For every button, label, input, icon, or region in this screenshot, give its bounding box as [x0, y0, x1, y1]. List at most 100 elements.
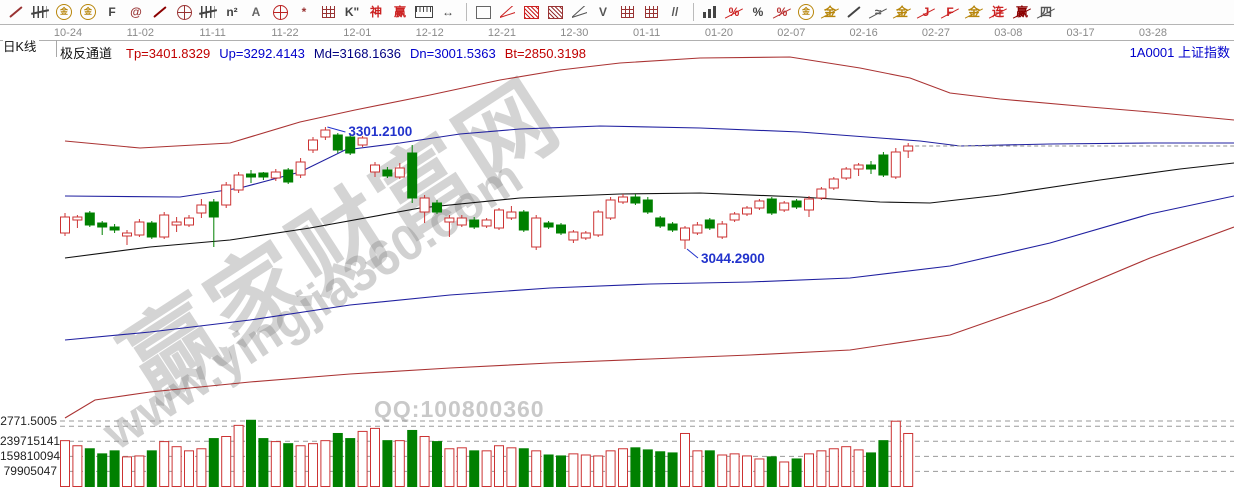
volume-bar[interactable] [766, 456, 777, 487]
candle-body[interactable] [618, 196, 628, 203]
volume-bar[interactable] [605, 450, 616, 488]
volume-bar[interactable] [866, 452, 876, 488]
volume-bar[interactable] [246, 419, 256, 488]
volume-bar[interactable] [642, 449, 653, 488]
candle-body[interactable] [357, 137, 368, 146]
volume-bar[interactable] [680, 432, 690, 488]
gold-slash-icon[interactable]: 金 [890, 2, 914, 23]
volume-bar[interactable] [122, 456, 132, 487]
candle-body[interactable] [630, 196, 641, 204]
gold-coin-icon[interactable]: 金 [52, 2, 76, 23]
volume-bar[interactable] [345, 438, 356, 487]
candle-body[interactable] [109, 226, 120, 231]
candle-body[interactable] [208, 201, 219, 218]
volume-bar[interactable] [878, 440, 889, 487]
lian-slash-icon[interactable]: 连 [986, 2, 1010, 23]
candle-body[interactable] [196, 204, 207, 214]
gold-coin2-icon[interactable]: 金 [76, 2, 100, 23]
candle-body[interactable] [134, 221, 145, 236]
ruler-icon[interactable] [412, 2, 436, 23]
candle-body[interactable] [419, 197, 430, 213]
n-squared-icon[interactable]: n² [226, 5, 238, 19]
tally-lines-icon[interactable] [28, 2, 52, 23]
candle-body[interactable] [456, 217, 467, 226]
candle-body[interactable] [146, 222, 157, 238]
candle-body[interactable] [580, 232, 591, 239]
volume-bar[interactable] [196, 448, 207, 488]
candle-body[interactable] [72, 216, 83, 221]
candle-body[interactable] [667, 223, 678, 231]
volume-bar[interactable] [531, 450, 542, 488]
candle-body[interactable] [320, 129, 331, 138]
candle-body[interactable] [171, 221, 182, 226]
volume-bar[interactable] [481, 450, 492, 488]
volume-bar[interactable] [320, 440, 331, 487]
volume-bar[interactable] [171, 446, 182, 488]
volume-bar[interactable] [543, 454, 554, 488]
candle-body[interactable] [593, 211, 604, 236]
volume-bar[interactable] [270, 441, 281, 487]
candle-body[interactable] [742, 207, 752, 215]
grid-flower-icon[interactable] [316, 2, 340, 23]
volume-bar[interactable] [109, 450, 120, 488]
window-box-icon[interactable] [471, 2, 495, 23]
volume-bar[interactable] [382, 440, 393, 487]
candle-body[interactable] [816, 188, 827, 199]
shen-icon[interactable]: 神 [369, 5, 382, 19]
volume-bar[interactable] [779, 461, 790, 488]
candle-body[interactable] [270, 171, 281, 179]
volume-bar[interactable] [704, 450, 715, 488]
volume-bar[interactable] [580, 454, 591, 488]
volume-bar[interactable] [890, 420, 901, 487]
candle-body[interactable] [394, 167, 405, 178]
quote-icon[interactable]: K" [344, 5, 360, 19]
candle-body[interactable] [494, 209, 504, 229]
candle-body[interactable] [704, 219, 715, 229]
shaded-box2-icon[interactable] [543, 2, 567, 23]
candle-body[interactable] [655, 217, 666, 227]
candle-body[interactable] [518, 211, 529, 231]
volume-bar[interactable] [159, 441, 170, 487]
candle-body[interactable] [841, 168, 852, 179]
volume-bar[interactable] [828, 448, 839, 488]
candle-body[interactable] [283, 169, 294, 183]
volume-bar[interactable] [506, 447, 517, 487]
candle-body[interactable] [568, 231, 579, 241]
candle-body[interactable] [779, 202, 790, 211]
volume-bar[interactable] [407, 429, 418, 487]
volume-bar[interactable] [853, 449, 864, 488]
j-slash-icon[interactable]: J [914, 2, 938, 23]
candle-body[interactable] [481, 219, 492, 227]
volume-bar[interactable] [208, 438, 219, 487]
spiral-icon[interactable]: @ [130, 5, 142, 19]
starburst-icon[interactable]: * [301, 5, 307, 19]
gold-slash2-icon[interactable]: 金 [962, 2, 986, 23]
candle-body[interactable] [97, 222, 108, 228]
candle-body[interactable] [642, 199, 653, 213]
volume-bar[interactable] [754, 458, 765, 487]
percent-lines-icon[interactable]: % [770, 2, 794, 23]
volume-bar[interactable] [283, 443, 294, 487]
candle-body[interactable] [295, 161, 306, 176]
candle-body[interactable] [692, 224, 703, 234]
columns-icon[interactable] [698, 2, 722, 23]
ying-slash-icon[interactable]: 赢 [1010, 2, 1034, 23]
grid-box-icon[interactable] [615, 2, 639, 23]
parallel-lines-icon[interactable]: // [671, 5, 679, 19]
volume-bar[interactable] [308, 443, 318, 487]
candle-body[interactable] [469, 219, 480, 228]
candle-body[interactable] [370, 164, 380, 173]
volume-bar[interactable] [618, 448, 628, 488]
volume-bar[interactable] [655, 451, 666, 487]
volume-bar[interactable] [494, 445, 504, 487]
volume-bar[interactable] [841, 446, 852, 488]
candle-body[interactable] [766, 198, 777, 214]
candle-body[interactable] [407, 152, 418, 199]
candle-body[interactable] [382, 169, 393, 177]
volume-bar[interactable] [469, 450, 480, 488]
volume-bar[interactable] [184, 450, 194, 488]
target-icon[interactable] [268, 2, 292, 23]
volume-bar[interactable] [146, 450, 157, 488]
candle-body[interactable] [444, 217, 455, 223]
candle-body[interactable] [506, 211, 517, 219]
